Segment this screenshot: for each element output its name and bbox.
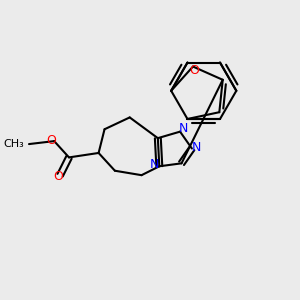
- Text: N: N: [179, 122, 188, 135]
- Text: N: N: [192, 141, 201, 154]
- Text: CH₃: CH₃: [4, 139, 25, 149]
- Text: O: O: [53, 170, 63, 183]
- Text: N: N: [150, 158, 160, 171]
- Text: O: O: [190, 64, 200, 77]
- Text: O: O: [46, 134, 56, 147]
